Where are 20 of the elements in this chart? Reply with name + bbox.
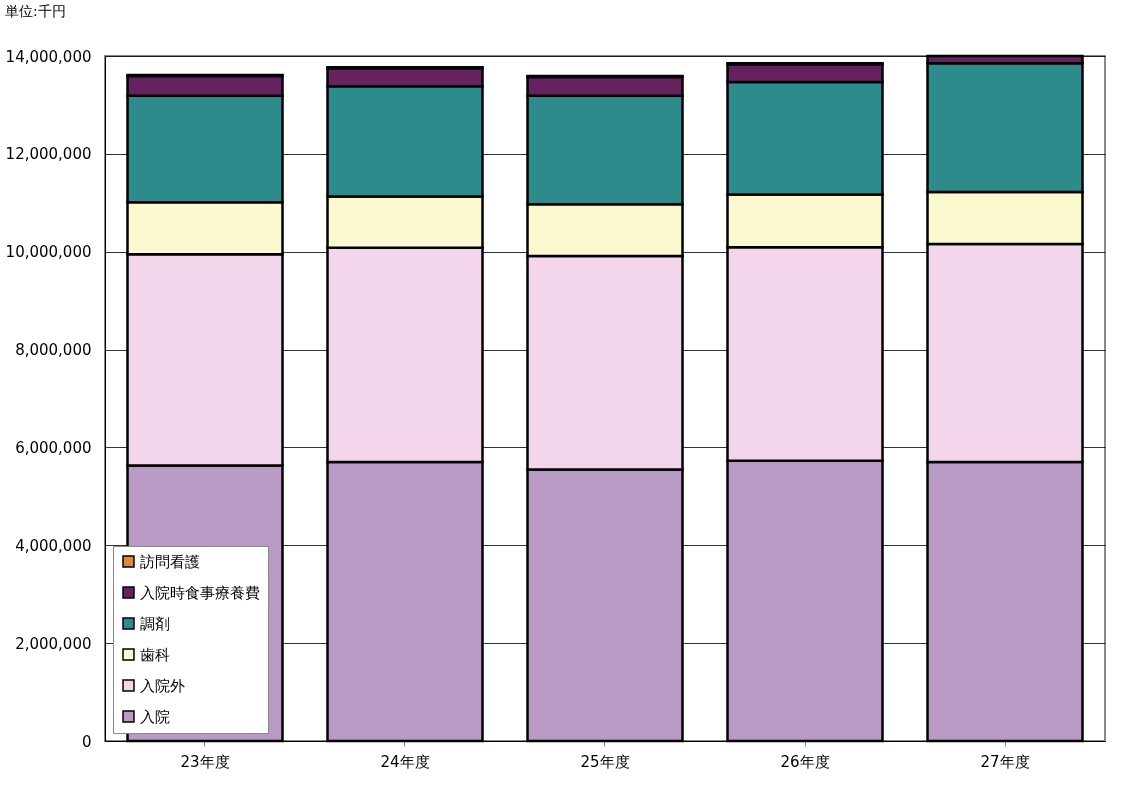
legend-label: 入院 xyxy=(140,707,170,726)
y-tick-label: 14,000,000 xyxy=(5,47,92,66)
legend-label: 訪問看護 xyxy=(140,552,200,571)
y-tick-label: 10,000,000 xyxy=(5,243,92,262)
y-tick-label: 12,000,000 xyxy=(5,145,92,164)
y-tick-label: 6,000,000 xyxy=(15,438,92,457)
legend-label: 歯科 xyxy=(140,645,170,664)
legend-label: 入院時食事療養費 xyxy=(140,583,260,602)
legend-label: 入院外 xyxy=(140,676,185,695)
y-tick-label: 4,000,000 xyxy=(15,536,92,555)
x-tick-label: 27年度 xyxy=(980,752,1030,771)
y-tick-label: 0 xyxy=(81,732,92,751)
x-tick-label: 26年度 xyxy=(780,752,830,771)
y-tick-label: 8,000,000 xyxy=(15,341,92,360)
chart-title: 単位:千円 xyxy=(5,3,66,19)
legend-label: 調剤 xyxy=(140,614,170,633)
y-tick-label: 2,000,000 xyxy=(15,634,92,653)
x-tick-label: 25年度 xyxy=(580,752,630,771)
x-tick-label: 23年度 xyxy=(180,752,230,771)
x-tick-label: 24年度 xyxy=(380,752,430,771)
